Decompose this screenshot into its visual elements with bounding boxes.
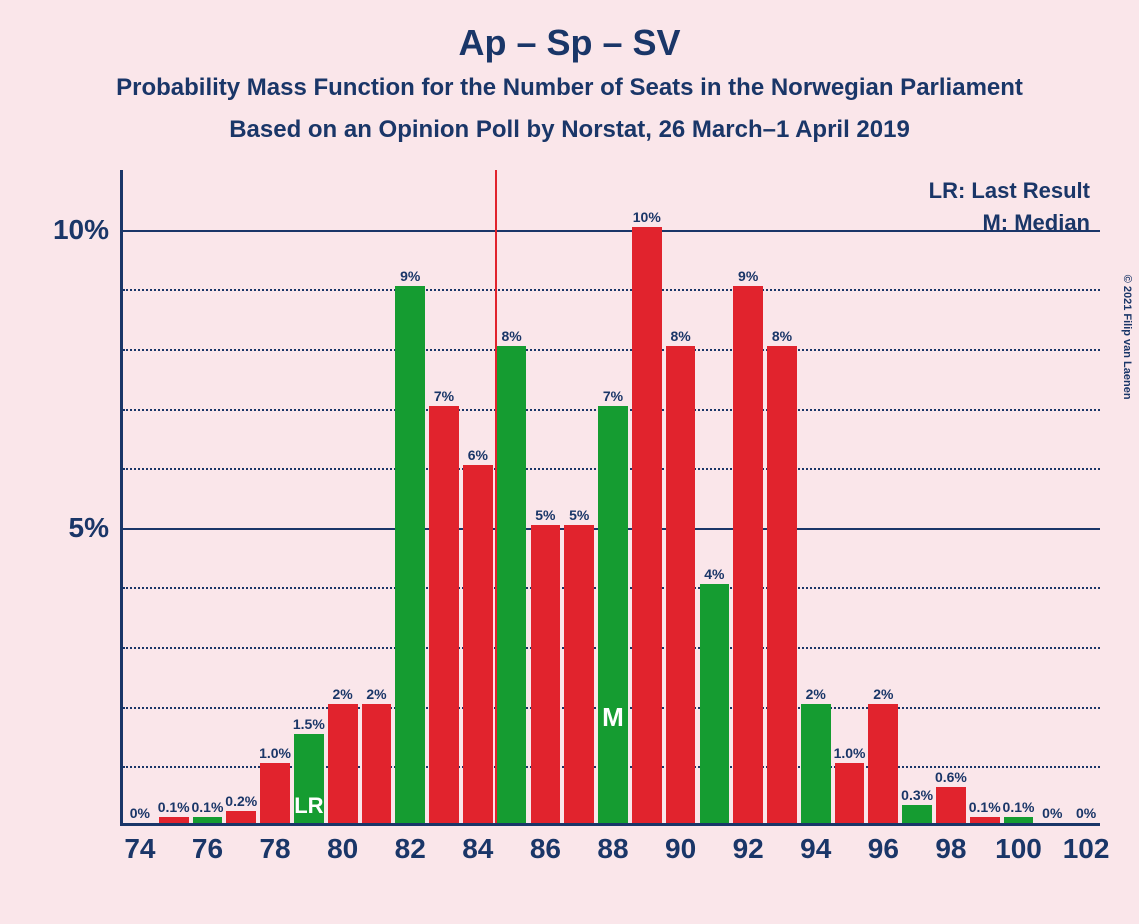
bar: 9% (733, 286, 763, 823)
bar: 9% (395, 286, 425, 823)
chart-subtitle-2: Based on an Opinion Poll by Norstat, 26 … (0, 116, 1139, 144)
bar-value-label: 2% (366, 686, 386, 704)
bar-value-label: 10% (633, 209, 661, 227)
bar: 0.3% (902, 805, 932, 823)
bar-value-label: 0% (1042, 805, 1062, 823)
bar: 0.2% (226, 811, 256, 823)
bar-value-label: 2% (806, 686, 826, 704)
plot-region: LR: Last Result M: Median 5%10%0%0.1%0.1… (120, 170, 1100, 826)
bar-value-label: 2% (873, 686, 893, 704)
bar-value-label: 4% (704, 566, 724, 584)
x-axis-label: 74 (124, 823, 155, 865)
bar: 2% (328, 704, 358, 823)
bar-value-label: 1.5% (293, 716, 325, 734)
bar: 0.1% (159, 817, 189, 823)
bar-value-label: 8% (772, 328, 792, 346)
bar-value-label: 9% (738, 268, 758, 286)
gridline-minor (123, 289, 1100, 291)
bar-value-label: 6% (468, 447, 488, 465)
x-axis-label: 100 (995, 823, 1042, 865)
bar: 2% (362, 704, 392, 823)
bar-value-label: 5% (569, 507, 589, 525)
y-axis-label: 5% (69, 512, 123, 544)
bar: 4% (700, 584, 730, 823)
bar-value-label: 9% (400, 268, 420, 286)
y-axis-label: 10% (53, 214, 123, 246)
bar: 10% (632, 227, 662, 823)
x-axis-label: 94 (800, 823, 831, 865)
bar-value-label: 0.1% (158, 799, 190, 817)
bar: 5% (531, 525, 561, 823)
copyright-text: © 2021 Filip van Laenen (1121, 275, 1133, 400)
bar: 6% (463, 465, 493, 823)
bar: 8% (497, 346, 527, 823)
bar-value-label: 0.2% (225, 793, 257, 811)
bar-value-label: 0.1% (969, 799, 1001, 817)
bar-value-label: 8% (501, 328, 521, 346)
x-axis-label: 88 (597, 823, 628, 865)
legend-lr: LR: Last Result (929, 178, 1090, 204)
legend: LR: Last Result M: Median (929, 178, 1090, 236)
bar-value-label: 0.1% (1003, 799, 1035, 817)
x-axis-label: 92 (733, 823, 764, 865)
x-axis-label: 84 (462, 823, 493, 865)
bar-value-label: 7% (434, 388, 454, 406)
bar-value-label: 0.6% (935, 769, 967, 787)
x-axis-label: 102 (1063, 823, 1110, 865)
bar: 1.0% (835, 763, 865, 823)
bar-value-label: 5% (535, 507, 555, 525)
x-axis-label: 86 (530, 823, 561, 865)
x-axis-label: 96 (868, 823, 899, 865)
x-axis-label: 76 (192, 823, 223, 865)
bar: 1.0% (260, 763, 290, 823)
bar-value-label: 0.1% (192, 799, 224, 817)
bar: 0.6% (936, 787, 966, 823)
bar-value-label: 2% (333, 686, 353, 704)
bar: 5% (564, 525, 594, 823)
bar-value-label: 0% (1076, 805, 1096, 823)
x-axis-label: 78 (259, 823, 290, 865)
bar-value-label: 0.3% (901, 787, 933, 805)
bar: 2% (868, 704, 898, 823)
bar-value-label: 1.0% (259, 745, 291, 763)
bar: 7% (598, 406, 628, 823)
gridline-major (123, 230, 1100, 232)
chart-title: Ap – Sp – SV (0, 22, 1139, 64)
bar-value-label: 1.0% (834, 745, 866, 763)
bar-value-label: 0% (130, 805, 150, 823)
bar: 8% (767, 346, 797, 823)
median-marker: M (602, 702, 624, 733)
gridline-minor (123, 349, 1100, 351)
bar: 7% (429, 406, 459, 823)
last-result-marker: LR (294, 793, 323, 819)
x-axis-label: 98 (935, 823, 966, 865)
bar-value-label: 7% (603, 388, 623, 406)
bar-value-label: 8% (670, 328, 690, 346)
legend-m: M: Median (929, 210, 1090, 236)
bar: 2% (801, 704, 831, 823)
x-axis-label: 80 (327, 823, 358, 865)
x-axis-label: 82 (395, 823, 426, 865)
x-axis-label: 90 (665, 823, 696, 865)
chart-subtitle-1: Probability Mass Function for the Number… (0, 74, 1139, 102)
bar: 8% (666, 346, 696, 823)
